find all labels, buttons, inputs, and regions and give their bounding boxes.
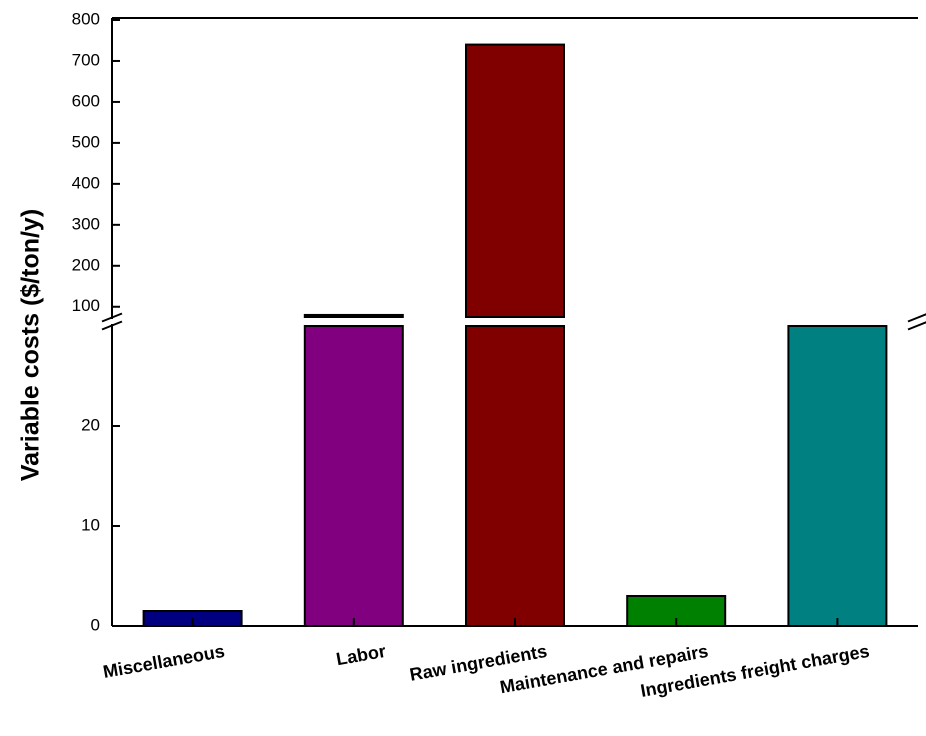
bar [787,325,888,627]
bar [303,325,404,627]
y-tick-label: 0 [91,615,100,634]
axis-break [101,312,123,323]
y-tick-label: 20 [81,415,100,434]
bar-upper [303,313,404,318]
bar-upper [465,43,565,318]
bar [465,325,565,627]
axis-break [907,313,926,323]
y-tick-label: 500 [72,132,100,151]
y-tick-label: 300 [72,214,100,233]
axis-break [907,321,926,331]
y-tick-label: 400 [72,173,100,192]
y-axis-label: Variable costs ($/ton/y) [17,209,45,481]
x-tick-label: Miscellaneous [101,641,226,682]
x-tick-label: Labor [335,641,388,669]
y-tick-label: 800 [72,9,100,28]
axis-break [101,320,123,331]
y-tick-label: 200 [72,255,100,274]
y-tick-label: 700 [72,50,100,69]
y-tick-label: 10 [81,515,100,534]
y-tick-label: 600 [72,91,100,110]
y-tick-label: 100 [72,296,100,315]
